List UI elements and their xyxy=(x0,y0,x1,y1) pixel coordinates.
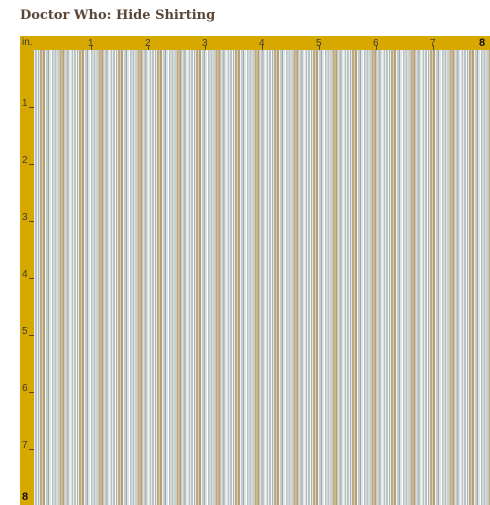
left-ruler-label-1: 1 xyxy=(22,98,28,109)
top-ruler-label-4: 4 xyxy=(259,38,265,49)
left-ruler-tick xyxy=(29,107,34,108)
fabric-swatch xyxy=(34,50,490,505)
ruler-unit-label: in. xyxy=(22,37,33,48)
top-ruler-label-5: 5 xyxy=(316,38,322,49)
top-ruler-label-3: 3 xyxy=(202,38,208,49)
top-ruler-tick xyxy=(319,45,320,50)
top-ruler-tick xyxy=(376,45,377,50)
page-title: Doctor Who: Hide Shirting xyxy=(20,8,216,23)
left-ruler-label-5: 5 xyxy=(22,326,28,337)
top-ruler-tick xyxy=(148,45,149,50)
top-ruler-label-1: 1 xyxy=(88,38,94,49)
left-ruler-label-3: 3 xyxy=(22,212,28,223)
top-ruler xyxy=(20,36,490,50)
left-ruler-label-2: 2 xyxy=(22,155,28,166)
top-ruler-tick xyxy=(433,45,434,50)
top-ruler-tick xyxy=(91,45,92,50)
left-ruler-tick xyxy=(29,278,34,279)
top-ruler-tick xyxy=(205,45,206,50)
left-ruler-tick xyxy=(29,449,34,450)
left-ruler-tick xyxy=(29,335,34,336)
left-ruler-tick xyxy=(29,392,34,393)
left-ruler-label-7: 7 xyxy=(22,440,28,451)
left-ruler-label-4: 4 xyxy=(22,269,28,280)
top-ruler-label-2: 2 xyxy=(145,38,151,49)
left-ruler-tick xyxy=(29,164,34,165)
left-ruler xyxy=(20,36,34,505)
top-ruler-tick xyxy=(262,45,263,50)
left-ruler-label-6: 6 xyxy=(22,383,28,394)
left-ruler-label-8: 8 xyxy=(22,491,29,503)
left-ruler-tick xyxy=(29,221,34,222)
top-ruler-label-7: 7 xyxy=(430,38,436,49)
top-ruler-label-8: 8 xyxy=(479,37,486,49)
top-ruler-label-6: 6 xyxy=(373,38,379,49)
